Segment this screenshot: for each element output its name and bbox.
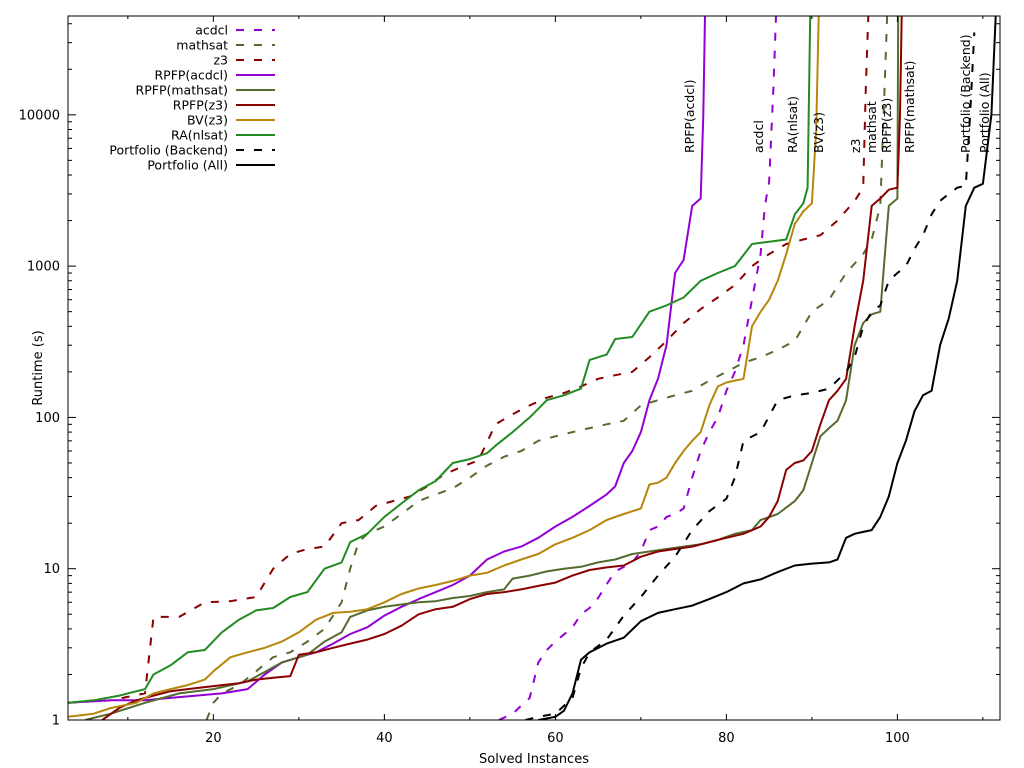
x-tick-label: 40 [376,731,393,746]
y-tick-label: 1 [52,714,60,729]
end-label-rpfp-z3: RPFP(z3) [879,98,894,153]
series-line-portfolio-backend [525,32,976,720]
end-label-rpfp-mathsat: RPFP(mathsat) [902,61,917,153]
series-line-acdcl [498,16,777,720]
series-line-portfolio-all [538,16,997,720]
plot-frame [67,15,1001,721]
end-label-portfolio-backend: Portfolio (Backend) [958,34,973,153]
end-label-ra-nlsat: RA(nlsat) [785,96,800,153]
legend: acdclmathsatz3RPFP(acdcl)RPFP(mathsat)RP… [109,23,275,173]
legend-label-portfolio-backend: Portfolio (Backend) [109,143,228,158]
legend-label-rpfp-z3: RPFP(z3) [173,98,228,113]
legend-label-portfolio-all: Portfolio (All) [147,158,228,173]
x-tick-label: 20 [205,731,222,746]
end-label-mathsat: mathsat [864,101,879,153]
legend-label-rpfp-mathsat: RPFP(mathsat) [136,83,228,98]
legend-label-mathsat: mathsat [176,38,228,53]
y-tick-label: 100 [35,411,60,426]
end-label-z3: z3 [848,138,863,153]
x-tick-label: 60 [547,731,564,746]
y-axis-title: Runtime (s) [31,330,46,405]
x-tick-label: 100 [885,731,910,746]
legend-label-rpfp-acdcl: RPFP(acdcl) [154,68,228,83]
x-tick-label: 80 [718,731,735,746]
series-line-rpfp-z3 [101,16,903,720]
axis-layer: 20 40 60 80 100 1 10 100 1000 10000 [19,16,1000,746]
end-labels: RPFP(acdcl) acdcl RA(nlsat) BV(z3) z3 mathsat… [682,34,992,153]
end-label-portfolio-all: Portfolio (All) [977,72,992,153]
end-label-bv-z3: BV(z3) [811,112,826,153]
legend-label-acdcl: acdcl [195,23,228,38]
y-tick-label: 1000 [27,260,60,275]
legend-label-z3: z3 [213,53,228,68]
series-line-ra-nlsat [68,16,812,704]
legend-label-bv-z3: BV(z3) [187,113,228,128]
y-tick-label: 10 [43,562,60,577]
series-layer [68,16,997,720]
series-line-bv-z3 [68,16,820,718]
end-label-rpfp-acdcl: RPFP(acdcl) [682,79,697,153]
end-label-acdcl: acdcl [751,120,766,153]
y-tick-label: 10000 [19,108,60,123]
series-line-rpfp-acdcl [68,16,706,704]
x-axis-title: Solved Instances [479,752,589,767]
series-line-rpfp-mathsat [84,16,900,720]
legend-label-ra-nlsat: RA(nlsat) [171,128,228,143]
